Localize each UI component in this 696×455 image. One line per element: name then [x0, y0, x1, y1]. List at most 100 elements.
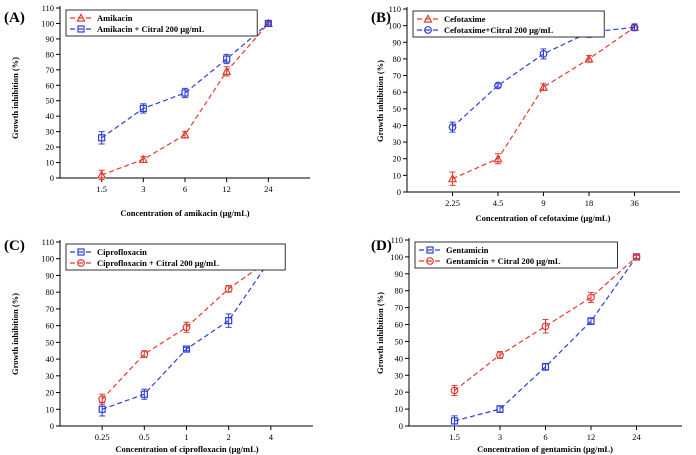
legend-marker	[77, 259, 85, 267]
y-axis-title: Growth inhibition (%)	[10, 293, 20, 375]
data-point	[98, 405, 106, 413]
series-2	[98, 254, 275, 405]
y-tick-label: 110	[389, 4, 401, 14]
y-tick-label: 70	[393, 71, 402, 81]
x-axis-title: Concentration of amikacin (μg/mL)	[120, 208, 249, 218]
data-point	[222, 66, 232, 75]
x-tick-label: 24	[264, 184, 273, 194]
data-point	[584, 54, 594, 63]
legend-label: Amikacin + Citral 200 μg/mL	[97, 24, 205, 34]
legend-marker	[426, 246, 434, 254]
series-line	[101, 258, 272, 400]
x-tick-label: 12	[587, 432, 596, 442]
y-axis-title: Growth inhibition (%)	[375, 60, 385, 142]
y-tick-label: 10	[46, 158, 55, 168]
x-tick-label: 2.25	[445, 198, 460, 208]
data-point	[587, 317, 595, 325]
y-tick-label: 60	[395, 320, 404, 330]
y-tick-label: 30	[393, 137, 402, 147]
y-tick-label: 70	[395, 303, 404, 313]
x-tick-label: 1.5	[449, 432, 460, 442]
series-2	[448, 23, 639, 133]
y-tick-label: 0	[50, 421, 54, 431]
data-point	[496, 351, 504, 359]
legend-box	[65, 9, 258, 37]
y-tick-label: 50	[46, 96, 55, 106]
x-tick-label: 9	[541, 198, 545, 208]
data-point	[496, 405, 504, 413]
legend-label: Ciprofloxacin	[97, 247, 147, 257]
y-tick-label: 20	[46, 388, 55, 398]
y-tick-label: 100	[41, 254, 54, 264]
y-tick-label: 80	[46, 287, 55, 297]
data-point	[98, 395, 107, 404]
y-tick-label: 60	[46, 321, 55, 331]
data-point	[225, 317, 233, 325]
y-tick-label: 100	[41, 18, 54, 28]
series-1	[447, 22, 640, 186]
data-point	[224, 284, 233, 293]
y-tick-label: 70	[46, 65, 55, 75]
data-point	[448, 123, 457, 132]
legend-box	[414, 241, 618, 269]
x-axis-title: Concentration of ciprofloxacin (μg/mL)	[115, 444, 258, 454]
x-axis-title: Concentration of cefotaxime (μg/mL)	[476, 213, 611, 223]
panel-label: (B)	[371, 10, 391, 26]
y-tick-label: 50	[393, 104, 402, 114]
x-tick-label: 3	[498, 432, 502, 442]
data-point	[539, 50, 548, 58]
y-tick-label: 40	[46, 111, 55, 121]
y-axis-title: Growth inhibition (%)	[375, 292, 385, 374]
series-line	[101, 23, 269, 176]
y-tick-label: 0	[50, 173, 54, 183]
data-point	[139, 104, 147, 113]
x-tick-label: 1	[184, 432, 188, 442]
legend-marker	[423, 14, 433, 23]
y-tick-label: 110	[391, 235, 403, 245]
y-tick-label: 80	[395, 286, 404, 296]
x-tick-label: 0.25	[95, 432, 110, 442]
y-tick-label: 100	[388, 21, 401, 31]
x-tick-label: 12	[222, 184, 231, 194]
y-tick-label: 90	[395, 269, 404, 279]
y-tick-label: 50	[46, 337, 55, 347]
data-point	[140, 390, 148, 398]
y-tick-label: 80	[393, 54, 402, 64]
x-tick-label: 3	[141, 184, 145, 194]
legend-box	[412, 10, 605, 38]
legend-marker	[77, 25, 85, 33]
x-tick-label: 2	[227, 432, 231, 442]
panel-label: (A)	[4, 10, 25, 26]
y-tick-label: 90	[46, 270, 55, 280]
y-tick-label: 60	[46, 80, 55, 90]
x-tick-label: 4.5	[493, 198, 504, 208]
y-tick-label: 90	[393, 37, 402, 47]
series-line	[452, 26, 635, 128]
x-tick-label: 24	[632, 432, 641, 442]
legend-marker	[76, 13, 86, 22]
data-point	[587, 293, 595, 302]
data-point	[98, 134, 106, 142]
legend-label: Amikacin	[97, 13, 133, 23]
data-point	[450, 386, 459, 395]
y-tick-label: 90	[46, 34, 55, 44]
data-point	[223, 55, 231, 63]
data-point	[632, 253, 641, 261]
data-point	[182, 323, 191, 332]
y-tick-label: 20	[395, 387, 404, 397]
series-2	[450, 253, 641, 397]
y-tick-label: 30	[46, 371, 55, 381]
series-line	[452, 26, 635, 180]
y-tick-label: 10	[395, 404, 404, 414]
data-point	[264, 19, 272, 28]
data-point	[181, 89, 189, 97]
data-point	[447, 173, 458, 183]
y-tick-label: 40	[395, 353, 404, 363]
series-line	[101, 22, 269, 139]
y-tick-label: 110	[42, 237, 54, 247]
y-tick-label: 80	[46, 49, 55, 59]
y-tick-label: 40	[46, 354, 55, 364]
x-tick-label: 36	[630, 198, 639, 208]
data-point	[138, 154, 148, 164]
data-point	[450, 417, 459, 425]
